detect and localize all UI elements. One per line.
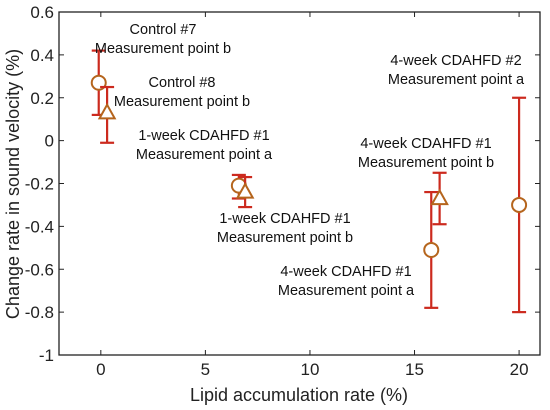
- annotation-line2: Measurement point b: [358, 155, 494, 171]
- y-axis-title: Change rate in sound velocity (%): [3, 49, 23, 319]
- annotations: Control #7 Measurement point b Control #8 M…: [95, 22, 525, 299]
- x-tick-label: 5: [201, 360, 210, 379]
- annotation-line1: 4-week CDAHFD #2: [390, 53, 521, 69]
- annotation-line1: 4-week CDAHFD #1: [280, 264, 411, 280]
- annotation-line1: 1-week CDAHFD #1: [138, 128, 269, 144]
- y-tick-label: 0: [45, 132, 54, 151]
- annotation-line2: Measurement point a: [136, 147, 273, 163]
- annotation-line1: Control #7: [130, 22, 197, 38]
- circle-marker: [511, 196, 528, 213]
- x-tick-label: 10: [300, 360, 319, 379]
- data-point: [511, 96, 528, 314]
- annotation-line1: Control #8: [149, 75, 216, 91]
- x-tick-label: 20: [510, 360, 529, 379]
- x-axis-title: Lipid accumulation rate (%): [190, 385, 408, 405]
- y-tick-label: -0.4: [25, 217, 54, 236]
- x-tick-label: 15: [405, 360, 424, 379]
- y-tick-label: 0.2: [30, 89, 54, 108]
- annotation-line1: 1-week CDAHFD #1: [219, 211, 350, 227]
- annotation-line2: Measurement point a: [388, 72, 525, 88]
- axis-ticks: 0 5 10 15 20 0.6 0.4 0.2 0 -0.2 -0.4 -0.6 -0.8 -1: [25, 3, 540, 379]
- annotation-line2: Measurement point b: [217, 230, 353, 246]
- y-tick-label: -0.8: [25, 303, 54, 322]
- y-tick-label: -0.2: [25, 175, 54, 194]
- annotation-line2: Measurement point b: [95, 41, 231, 57]
- triangle-marker: [430, 188, 449, 206]
- data-point: [430, 171, 449, 226]
- data-point: [97, 85, 117, 144]
- x-tick-label: 0: [96, 360, 105, 379]
- circle-marker: [423, 241, 440, 258]
- data-points: [90, 49, 528, 314]
- y-tick-label: 0.6: [30, 3, 54, 22]
- triangle-marker: [235, 182, 255, 199]
- y-tick-label: 0.4: [30, 46, 54, 65]
- annotation-line2: Measurement point a: [278, 283, 415, 299]
- annotation-line1: 4-week CDAHFD #1: [360, 136, 491, 152]
- triangle-marker: [97, 102, 117, 120]
- data-point: [423, 190, 440, 309]
- annotation-line2: Measurement point b: [114, 94, 250, 110]
- y-tick-label: -1: [39, 346, 54, 365]
- data-point: [235, 175, 255, 209]
- plot-frame: [58, 11, 541, 356]
- y-tick-label: -0.6: [25, 260, 54, 279]
